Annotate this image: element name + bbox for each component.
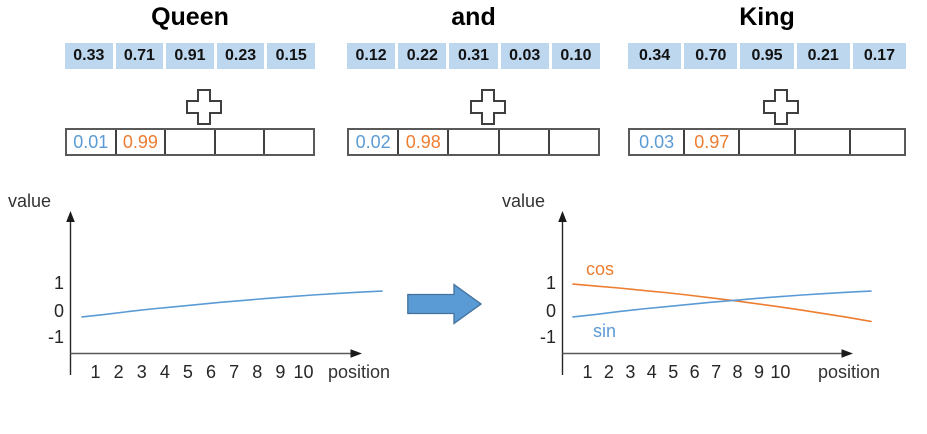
chart-sin-cos: value 1 0 -1 cos sin 1 2 3 4 5 6 7 8 9 1… [480,185,927,400]
positional-encoding-row: 0.02 0.98 [347,128,600,156]
x-tick-label: 3 [625,362,636,382]
embedding-cell: 0.95 [740,43,794,69]
y-tick-label: -1 [47,327,64,347]
positional-cell: 0.98 [399,130,450,154]
embedding-row: 0.34 0.70 0.95 0.21 0.17 [628,43,907,69]
x-tick-label: 5 [182,362,193,382]
series-lines [572,283,872,323]
x-tick-label: 7 [229,362,240,382]
y-axis-arrowhead-icon [66,211,75,222]
x-axis-arrowhead-icon [841,349,853,358]
sin-series-label: sin [593,321,617,341]
embedding-cell: 0.22 [398,43,447,69]
embedding-cell: 0.71 [115,43,164,69]
embedding-cell: 0.12 [347,43,396,69]
embedding-row: 0.12 0.22 0.31 0.03 0.10 [347,43,601,69]
plus-icon [763,89,799,125]
x-tick-label: 3 [136,362,147,382]
positional-cell: 0.97 [685,130,741,154]
x-tick-label: 10 [293,362,314,382]
embedding-cell: 0.34 [628,43,682,69]
y-tick-label: 1 [53,273,64,293]
embedding-cell: 0.15 [267,43,315,69]
positional-cell [740,130,796,154]
embedding-cell: 0.17 [852,43,907,69]
y-tick-label: 0 [545,301,556,321]
y-axis-title: value [502,191,546,211]
sin-line [572,290,872,318]
embedding-cell: 0.91 [166,43,214,69]
positional-cell [216,130,266,154]
y-tick-label: 1 [545,273,556,293]
y-axis-arrowhead-icon [558,211,567,222]
x-tick-label: 9 [275,362,286,382]
y-axis-title: value [8,191,52,211]
x-tick-label: 7 [711,362,722,382]
x-tick-row: 1 2 3 4 5 6 7 8 9 10 [577,362,791,383]
positional-cell: 0.03 [630,130,686,154]
positional-cell [265,130,313,154]
plus-icon [186,89,222,125]
x-tick-label: 1 [582,362,593,382]
chart-sin: value 1 0 -1 1 2 3 4 5 6 7 8 9 10 positi… [0,185,432,400]
positional-cell [449,130,500,154]
y-tick-label: -1 [539,327,556,347]
x-tick-label: 2 [113,362,124,382]
embedding-cell: 0.70 [684,43,738,69]
plus-icon [469,89,506,125]
right-block-arrow-icon [407,283,482,325]
x-tick-label: 8 [732,362,743,382]
positional-encoding-row: 0.03 0.97 [628,128,906,156]
embedding-cell: 0.03 [500,43,549,69]
positional-cell [500,130,550,154]
word-label: King [739,3,795,31]
positional-cell [796,130,851,154]
x-tick-label: 9 [753,362,764,382]
positional-cell: 0.02 [349,130,400,154]
word-label: and [451,3,496,31]
x-tick-label: 8 [252,362,263,382]
x-tick-label: 4 [646,362,657,382]
positional-cell: 0.99 [117,130,167,154]
x-tick-label: 1 [90,362,101,382]
cos-line [572,283,872,323]
x-tick-label: 2 [603,362,614,382]
sin-plot [66,211,383,375]
positional-cell [166,130,216,154]
embedding-cell: 0.31 [449,43,498,69]
sin-line [81,290,383,318]
positional-cell: 0.01 [67,130,117,154]
series-lines [81,290,383,318]
embedding-cell: 0.10 [551,43,601,69]
embedding-row: 0.33 0.71 0.91 0.23 0.15 [65,43,315,69]
positional-cell [550,130,598,154]
x-tick-label: 5 [668,362,679,382]
sin-cos-plot [558,211,872,375]
word-label: Queen [151,3,229,31]
embedding-cell: 0.33 [65,43,113,69]
positional-cell [851,130,904,154]
word-group-king: King 0.34 0.70 0.95 0.21 0.17 0.03 0.97 [628,0,907,165]
x-tick-label: 4 [159,362,170,382]
x-axis-title: position [328,362,391,382]
word-group-queen: Queen 0.33 0.71 0.91 0.23 0.15 0.01 0.99 [65,0,315,165]
x-axis-title: position [818,362,881,382]
word-group-and: and 0.12 0.22 0.31 0.03 0.10 0.02 0.98 [347,0,601,165]
x-tick-label: 10 [770,362,791,382]
y-tick-label: 0 [53,301,64,321]
embedding-cell: 0.21 [796,43,850,69]
x-tick-label: 6 [206,362,217,382]
embedding-cell: 0.23 [216,43,265,69]
x-tick-label: 6 [689,362,700,382]
positional-encoding-row: 0.01 0.99 [65,128,315,156]
cos-series-label: cos [586,259,615,279]
x-tick-row: 1 2 3 4 5 6 7 8 9 10 [84,362,315,383]
x-axis-arrowhead-icon [350,349,362,358]
